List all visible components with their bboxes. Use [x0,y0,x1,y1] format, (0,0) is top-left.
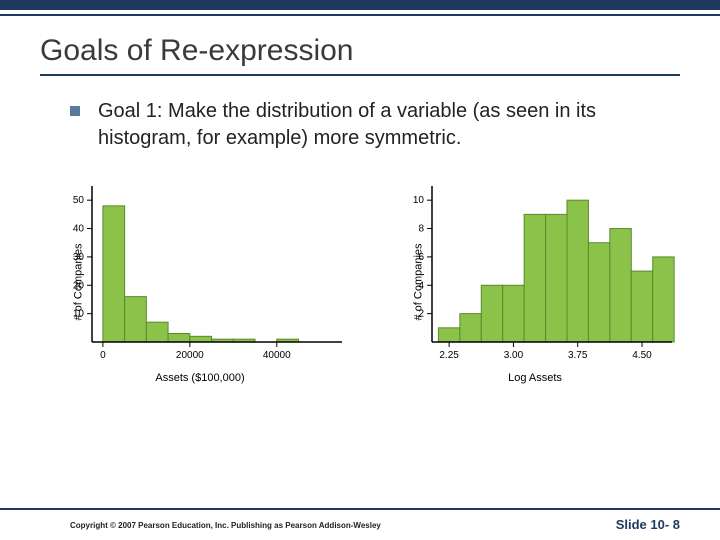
svg-text:20000: 20000 [176,350,204,361]
svg-text:10: 10 [413,195,425,206]
svg-text:3.00: 3.00 [504,350,524,361]
charts-container: 102030405002000040000 # of Companies Ass… [0,152,720,384]
chart-left-xlabel: Assets ($100,000) [50,372,350,384]
svg-text:4.50: 4.50 [632,350,652,361]
svg-text:0: 0 [100,350,106,361]
svg-text:50: 50 [73,195,85,206]
svg-text:40000: 40000 [263,350,291,361]
chart-left-ylabel: # of Companies [73,243,85,320]
slide: Goals of Re-expression Goal 1: Make the … [0,0,720,540]
bullet-icon [70,106,80,116]
bullet-row: Goal 1: Make the distribution of a varia… [0,76,720,152]
chart-right-xlabel: Log Assets [390,372,680,384]
slide-title: Goals of Re-expression [0,16,720,74]
bullet-text: Goal 1: Make the distribution of a varia… [98,98,680,152]
slide-number: Slide 10- 8 [616,517,680,532]
chart-left: 102030405002000040000 [50,180,350,370]
chart-right-wrap: 2468102.253.003.754.50 # of Companies Lo… [390,180,680,384]
chart-left-wrap: 102030405002000040000 # of Companies Ass… [50,180,350,384]
chart-right-ylabel: # of Companies [413,243,425,320]
svg-text:2.25: 2.25 [439,350,459,361]
chart-right: 2468102.253.003.754.50 [390,180,680,370]
svg-text:40: 40 [73,224,85,235]
copyright: Copyright © 2007 Pearson Education, Inc.… [70,521,381,530]
svg-text:3.75: 3.75 [568,350,588,361]
top-bar [0,0,720,10]
footer-line [0,508,720,510]
svg-text:8: 8 [418,224,424,235]
